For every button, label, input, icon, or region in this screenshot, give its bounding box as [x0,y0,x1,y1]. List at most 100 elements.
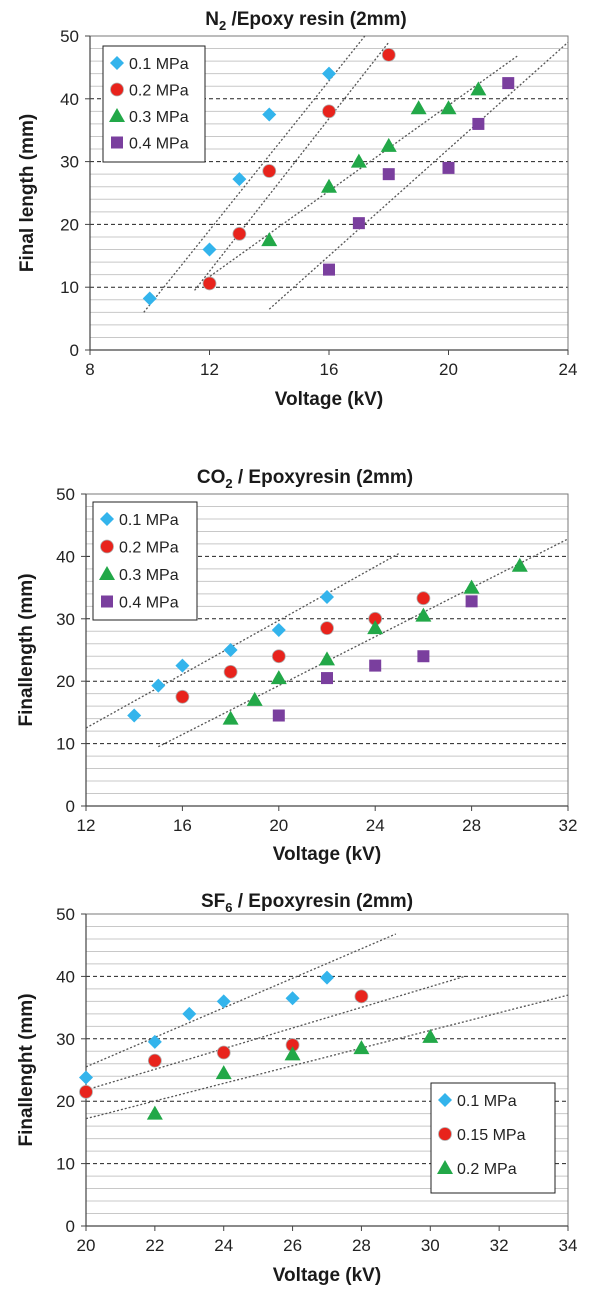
x-tick-label: 24 [559,360,578,379]
data-point [380,137,397,152]
x-tick-label: 12 [200,360,219,379]
x-tick-label: 24 [366,816,385,835]
legend-marker [110,82,124,97]
chart-title-main: SF [201,891,225,912]
x-tick-label: 8 [85,360,94,379]
data-point [223,664,238,679]
chart-title-main: N [205,9,219,30]
data-point [323,263,335,276]
x-tick-label: 32 [559,816,578,835]
y-tick-label: 10 [56,1155,75,1174]
legend-marker [437,1160,453,1174]
data-point [369,659,382,672]
x-tick-label: 20 [269,816,288,835]
chart-title-rest: /Epoxy resin (2mm) [226,9,407,30]
chart-2: 12 16 20 24 28 32 0 10 20 30 40 50 CO2 / Epoxyresin … [16,467,577,865]
legend-entry: 0.3 MPa [129,109,189,126]
y-tick-label: 50 [60,27,79,46]
legend-entry: 0.2 MPa [129,83,189,100]
legend-entry: 0.1 MPa [129,56,189,73]
data-point [354,989,369,1004]
data-point [320,970,334,985]
y-tick-label: 0 [70,341,79,360]
legend-entry: 0.1 MPa [119,512,179,529]
data-point [417,650,430,663]
legend-entry: 0.3 MPa [119,567,179,584]
trendline [268,41,569,310]
data-point [322,66,336,81]
chart-title-rest: / Epoxyresin (2mm) [233,467,414,488]
x-tick-label: 28 [352,1236,371,1255]
data-point [216,1045,231,1060]
data-point [382,168,395,181]
data-point [465,595,478,608]
legend-entry: 0.2 MPa [119,540,179,557]
data-point [511,557,528,572]
legend-entry: 0.4 MPa [129,136,189,153]
trendline [143,35,366,313]
legend-marker [100,539,114,554]
x-axis-label: Voltage (kV) [273,1265,381,1286]
chart-title: N2 /Epoxy resin (2mm) [205,9,407,33]
y-tick-label: 20 [60,215,79,234]
y-tick-label: 30 [56,610,75,629]
data-point [246,691,263,706]
y-tick-label: 40 [60,90,79,109]
data-point [215,1065,232,1080]
data-point [442,161,455,174]
legend-entry: 0.1 MPa [457,1093,517,1110]
y-tick-label: 0 [66,1217,75,1236]
data-point [272,709,285,722]
data-point [79,1070,93,1085]
legend-marker [99,566,115,580]
data-point [322,104,336,119]
data-point [422,1028,439,1043]
data-point [463,579,480,594]
data-point [416,591,431,606]
data-point [146,1105,163,1120]
data-point [502,77,515,90]
x-tick-label: 30 [421,1236,440,1255]
data-point [142,291,157,306]
legend-entry: 0.4 MPa [119,595,179,612]
y-tick-label: 10 [60,278,79,297]
y-axis-label: Finallength (mm) [16,573,37,726]
x-axis-label: Voltage (kV) [275,389,383,410]
y-tick-label: 30 [60,153,79,172]
data-point [353,1040,370,1055]
data-point [320,621,334,636]
data-point [147,1053,162,1068]
chart-title: CO2 / Epoxyresin (2mm) [197,467,413,491]
legend-marker [100,512,114,526]
data-point [175,658,190,673]
data-point [321,178,337,193]
x-tick-label: 16 [320,360,339,379]
legend-entry: 0.2 MPa [457,1161,517,1178]
trendline [194,41,390,291]
legend-marker [438,1093,452,1107]
data-point [285,991,300,1006]
data-point [415,607,432,622]
y-tick-label: 30 [56,1030,75,1049]
data-point [321,672,333,685]
legend-marker [109,108,125,122]
x-tick-label: 28 [462,816,481,835]
x-tick-label: 34 [559,1236,578,1255]
y-tick-label: 10 [56,735,75,754]
data-point [182,1006,197,1021]
data-point [284,1046,301,1061]
data-point [271,623,286,638]
data-point [472,117,485,130]
legend: 0.1 MPa 0.2 MPa 0.3 MPa 0.4 MPa [92,501,198,621]
y-axis-label: Final length (mm) [17,114,38,272]
chart-3: 20 22 24 26 28 30 32 34 0 10 20 30 40 50 SF6 / Epoxyre… [16,891,577,1286]
x-tick-label: 22 [145,1236,164,1255]
data-point [232,226,247,241]
x-tick-label: 12 [77,816,96,835]
data-point [232,172,247,187]
chart-1: 8 12 16 20 24 0 10 20 30 40 50 N2 /Epoxy resin (2mm… [17,9,577,410]
trendline [85,975,465,1091]
data-point [223,643,238,657]
y-tick-label: 50 [56,485,75,504]
